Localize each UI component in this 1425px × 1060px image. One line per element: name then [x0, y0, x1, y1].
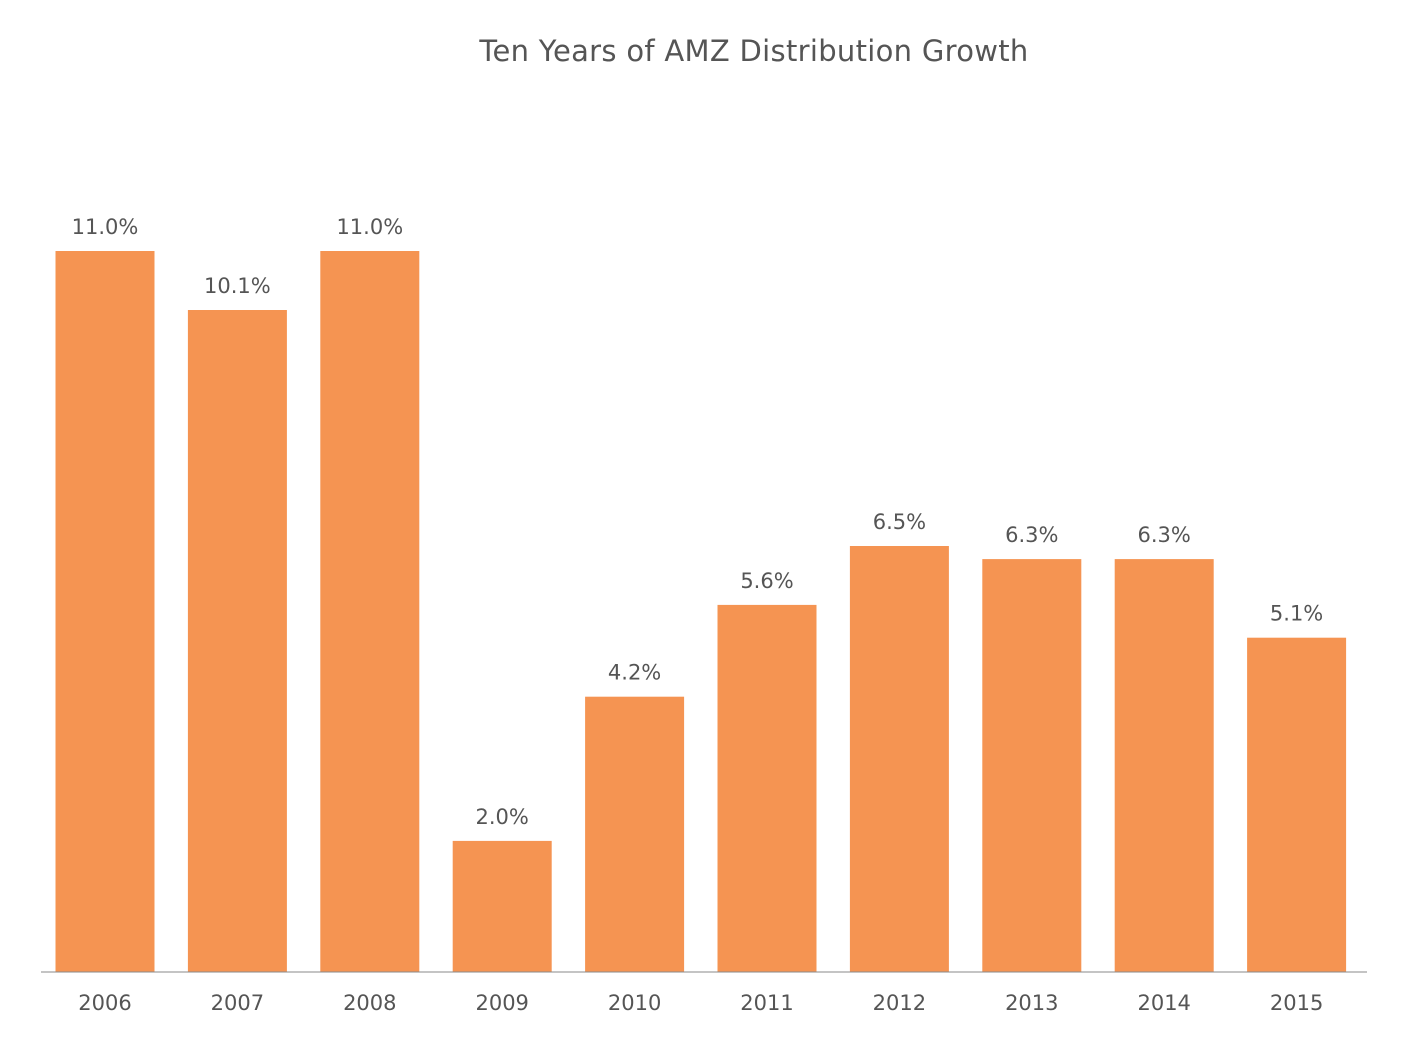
bar-2010 [585, 696, 685, 972]
data-label-2012: 6.5% [873, 510, 926, 534]
data-label-2011: 5.6% [740, 569, 793, 593]
x-tick-label-2007: 2007 [211, 991, 264, 1015]
bar-2012 [849, 546, 949, 972]
x-tick-label-2015: 2015 [1270, 991, 1323, 1015]
x-tick-label-2011: 2011 [740, 991, 793, 1015]
bar-2009 [452, 840, 552, 972]
data-label-2008: 11.0% [336, 215, 403, 239]
bar-2008 [320, 251, 420, 972]
data-label-2007: 10.1% [204, 274, 271, 298]
x-tick-label-2006: 2006 [78, 991, 131, 1015]
bar-2014 [1114, 559, 1214, 972]
x-tick-label-2009: 2009 [475, 991, 528, 1015]
bar-2007 [187, 310, 287, 972]
data-label-2013: 6.3% [1005, 523, 1058, 547]
data-label-2015: 5.1% [1270, 602, 1323, 626]
data-labels-layer: 11.0% 10.1% 11.0% 2.0% 4.2% 5.6% 6.5% 6.3% 6.3% 5… [72, 215, 1324, 829]
chart-title: Ten Years of AMZ Distribution Growth [479, 34, 1029, 68]
data-label-2006: 11.0% [72, 215, 139, 239]
data-label-2014: 6.3% [1138, 523, 1191, 547]
x-tick-label-2008: 2008 [343, 991, 396, 1015]
bars-layer [55, 251, 1347, 972]
bar-2015 [1247, 637, 1347, 972]
bar-2006 [55, 251, 155, 972]
x-tick-labels-layer: 2006 2007 2008 2009 2010 2011 2012 2013 2014 2015 [78, 991, 1323, 1015]
x-tick-label-2014: 2014 [1137, 991, 1190, 1015]
x-tick-label-2013: 2013 [1005, 991, 1058, 1015]
x-tick-label-2010: 2010 [608, 991, 661, 1015]
bar-2011 [717, 604, 817, 972]
x-tick-label-2012: 2012 [873, 991, 926, 1015]
bar-2013 [982, 559, 1082, 972]
data-label-2009: 2.0% [476, 805, 529, 829]
data-label-2010: 4.2% [608, 661, 661, 685]
